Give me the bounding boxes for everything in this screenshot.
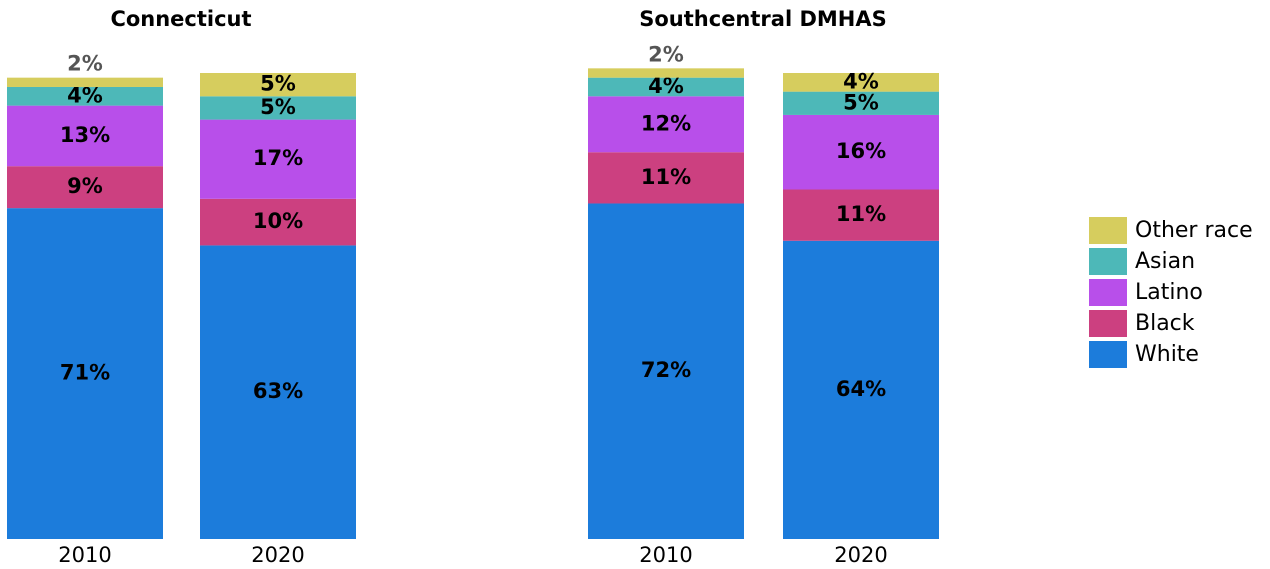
legend-swatch — [1089, 279, 1127, 306]
x-tick-label: 2010 — [58, 543, 111, 567]
bar-segment — [588, 203, 744, 540]
bar-segment — [7, 208, 163, 539]
legend-label: Other race — [1135, 218, 1253, 243]
legend-label: Latino — [1135, 280, 1203, 305]
data-label: 63% — [253, 379, 303, 403]
bar-segment — [783, 91, 939, 115]
bar-segment — [783, 189, 939, 241]
bar-segment — [588, 152, 744, 204]
data-label: 2% — [67, 52, 103, 76]
chart-title: Connecticut — [110, 7, 251, 31]
legend-swatch — [1089, 310, 1127, 337]
data-label: 2% — [648, 42, 684, 66]
data-label: 5% — [260, 95, 296, 119]
bar-segment — [588, 68, 744, 78]
x-tick-label: 2020 — [834, 543, 887, 567]
data-label: 13% — [60, 123, 110, 147]
data-label: 11% — [836, 202, 886, 226]
data-label: 12% — [641, 111, 691, 135]
data-label: 17% — [253, 146, 303, 170]
data-label: 10% — [253, 209, 303, 233]
data-label: 4% — [648, 74, 684, 98]
bar-segment — [7, 77, 163, 87]
bar-segment — [588, 77, 744, 97]
bar-segment — [7, 105, 163, 167]
bar-segment — [200, 96, 356, 120]
data-label: 64% — [836, 377, 886, 401]
data-label: 71% — [60, 361, 110, 385]
data-label: 11% — [641, 165, 691, 189]
bar-segment — [200, 119, 356, 199]
data-label: 16% — [836, 139, 886, 163]
legend-swatch — [1089, 341, 1127, 368]
bar-segment — [783, 114, 939, 190]
bar-segment — [588, 96, 744, 153]
legend-swatch — [1089, 217, 1127, 244]
data-label: 4% — [843, 69, 879, 93]
x-tick-label: 2020 — [251, 543, 304, 567]
bar-segment — [783, 73, 939, 92]
data-label: 5% — [260, 72, 296, 96]
data-label: 72% — [641, 358, 691, 382]
x-tick-label: 2010 — [639, 543, 692, 567]
data-label: 5% — [843, 90, 879, 114]
chart-title: Southcentral DMHAS — [639, 7, 887, 31]
bar-segment — [7, 86, 163, 106]
bar-segment — [200, 73, 356, 97]
legend-swatch — [1089, 248, 1127, 275]
bar-segment — [200, 245, 356, 540]
bar-segment — [783, 240, 939, 539]
bar-segment — [200, 198, 356, 246]
legend-label: Black — [1135, 311, 1195, 336]
data-label: 4% — [67, 83, 103, 107]
data-label: 9% — [67, 174, 103, 198]
legend-label: Asian — [1135, 249, 1195, 274]
bar-segment — [7, 166, 163, 209]
legend-label: White — [1135, 342, 1199, 367]
